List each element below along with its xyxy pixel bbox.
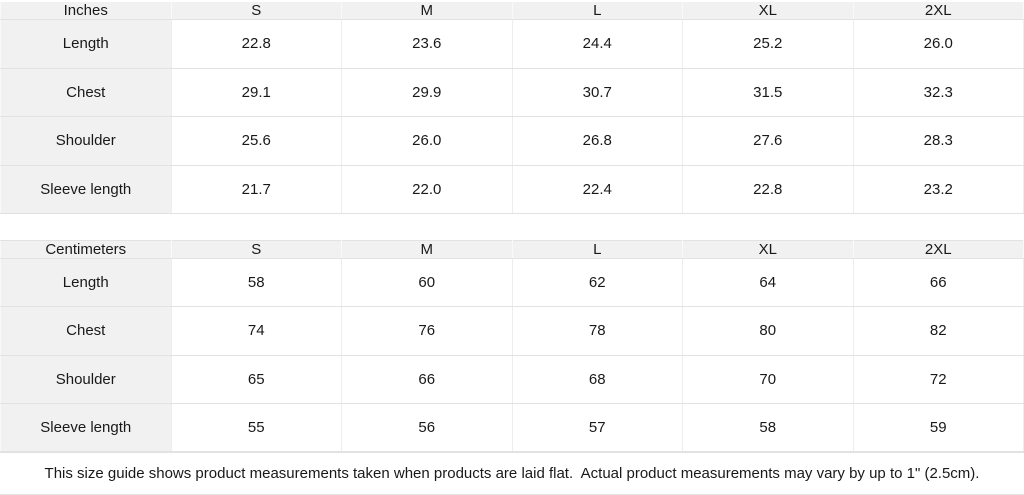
row-label-cell: Sleeve length	[0, 402, 172, 453]
measurement-cell: 76	[341, 306, 513, 356]
size-column-header: M	[341, 240, 513, 259]
measurement-cell: 27.6	[682, 116, 854, 166]
size-column-header: XL	[682, 2, 854, 20]
size-column-header: 2XL	[852, 2, 1024, 20]
measurement-cell: 29.1	[170, 67, 342, 117]
size-column-header: L	[511, 2, 683, 20]
measurement-cell: 28.3	[852, 116, 1024, 166]
row-label-cell: Length	[0, 19, 172, 69]
measurement-cell: 26.0	[852, 19, 1024, 69]
measurement-cell: 64	[682, 257, 854, 308]
table-row: Length 58 60 62 64 66	[0, 257, 1024, 308]
measurement-cell: 70	[682, 354, 854, 404]
row-label-cell: Shoulder	[0, 354, 172, 404]
centimeters-header-row: Centimeters S M L XL 2XL	[0, 240, 1024, 259]
measurement-cell: 78	[511, 306, 683, 356]
measurement-cell: 26.8	[511, 116, 683, 166]
measurement-cell: 60	[341, 257, 513, 308]
measurement-cell: 55	[170, 402, 342, 453]
measurement-cell: 66	[852, 257, 1024, 308]
measurement-cell: 57	[511, 402, 683, 453]
measurement-cell: 22.4	[511, 164, 683, 214]
measurement-cell: 65	[170, 354, 342, 404]
measurement-cell: 22.8	[682, 164, 854, 214]
measurement-cell: 23.2	[852, 164, 1024, 214]
measurement-cell: 24.4	[511, 19, 683, 69]
measurement-cell: 23.6	[341, 19, 513, 69]
measurement-cell: 22.0	[341, 164, 513, 214]
measurement-cell: 58	[682, 402, 854, 453]
inches-header-row: Inches S M L XL 2XL	[0, 2, 1024, 20]
size-column-header: XL	[682, 240, 854, 259]
measurement-cell: 68	[511, 354, 683, 404]
measurement-cell: 31.5	[682, 67, 854, 117]
size-guide-disclaimer: This size guide shows product measuremen…	[0, 452, 1024, 495]
size-column-header: M	[341, 2, 513, 20]
row-label-cell: Chest	[0, 67, 172, 117]
measurement-cell: 30.7	[511, 67, 683, 117]
measurement-cell: 74	[170, 306, 342, 356]
measurement-cell: 80	[682, 306, 854, 356]
row-label-cell: Sleeve length	[0, 164, 172, 214]
measurement-cell: 56	[341, 402, 513, 453]
table-gap	[0, 214, 1024, 240]
table-row: Chest 29.1 29.9 30.7 31.5 32.3	[0, 67, 1024, 117]
inches-size-table: Inches S M L XL 2XL Length 22.8 23.6 24.…	[0, 2, 1024, 214]
unit-header-cell: Centimeters	[0, 240, 172, 259]
unit-header-cell: Inches	[0, 2, 172, 20]
measurement-cell: 32.3	[852, 67, 1024, 117]
measurement-cell: 58	[170, 257, 342, 308]
measurement-cell: 29.9	[341, 67, 513, 117]
row-label-cell: Shoulder	[0, 116, 172, 166]
measurement-cell: 25.2	[682, 19, 854, 69]
table-row: Chest 74 76 78 80 82	[0, 306, 1024, 356]
measurement-cell: 66	[341, 354, 513, 404]
measurement-cell: 26.0	[341, 116, 513, 166]
measurement-cell: 72	[852, 354, 1024, 404]
size-column-header: S	[170, 2, 342, 20]
table-row: Sleeve length 55 56 57 58 59	[0, 402, 1024, 453]
measurement-cell: 62	[511, 257, 683, 308]
size-column-header: S	[170, 240, 342, 259]
centimeters-size-table: Centimeters S M L XL 2XL Length 58 60 62…	[0, 240, 1024, 453]
table-row: Sleeve length 21.7 22.0 22.4 22.8 23.2	[0, 164, 1024, 214]
row-label-cell: Length	[0, 257, 172, 308]
measurement-cell: 21.7	[170, 164, 342, 214]
measurement-cell: 22.8	[170, 19, 342, 69]
size-column-header: L	[511, 240, 683, 259]
measurement-cell: 59	[852, 402, 1024, 453]
measurement-cell: 25.6	[170, 116, 342, 166]
size-column-header: 2XL	[852, 240, 1024, 259]
table-row: Length 22.8 23.6 24.4 25.2 26.0	[0, 19, 1024, 69]
row-label-cell: Chest	[0, 306, 172, 356]
measurement-cell: 82	[852, 306, 1024, 356]
table-row: Shoulder 25.6 26.0 26.8 27.6 28.3	[0, 116, 1024, 166]
table-row: Shoulder 65 66 68 70 72	[0, 354, 1024, 404]
